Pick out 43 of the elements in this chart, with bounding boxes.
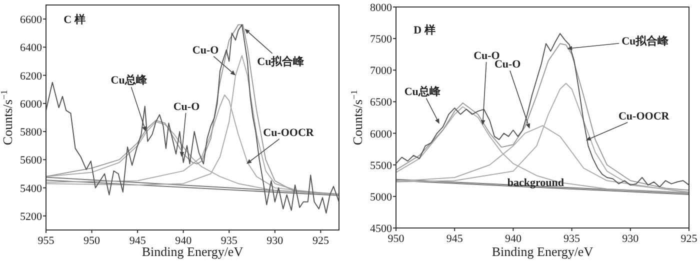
x-tick-label: 925 <box>312 235 330 247</box>
y-tick-label: 7500 <box>370 34 392 46</box>
y-tick-label: 6000 <box>20 98 42 110</box>
x-tick-label: 935 <box>220 235 238 247</box>
x-tick-label: 940 <box>175 235 192 247</box>
annotation: Cu总峰 <box>404 84 442 98</box>
y-tick-label: 6000 <box>370 128 392 140</box>
y-tick-label: 5400 <box>20 182 42 195</box>
annotation: Cu-O <box>494 58 522 71</box>
x-tick-label: 930 <box>266 235 284 247</box>
annotation: background <box>507 177 564 190</box>
x-axis-title: Binding Energy/eV <box>492 244 594 259</box>
x-tick-label: 955 <box>38 235 55 247</box>
annotation: Cu-OOCR <box>618 110 670 122</box>
annotation: Cu总峰 <box>110 74 148 87</box>
y-tick-label: 5200 <box>20 210 42 223</box>
annotation: Cu拟合峰 <box>622 34 670 48</box>
y-tick-label: 6600 <box>20 14 42 26</box>
x-tick-label: 950 <box>388 233 405 245</box>
y-tick-label: 6200 <box>20 70 42 82</box>
x-tick-label: 940 <box>504 233 522 245</box>
y-tick-label: 5500 <box>370 160 392 172</box>
y-tick-label: 6500 <box>370 96 392 109</box>
annotation: Cu拟合峰 <box>257 54 306 68</box>
x-tick-label: 925 <box>680 233 698 245</box>
annotation: D 样 <box>414 24 436 37</box>
y-tick-label: 7000 <box>370 65 392 78</box>
y-tick-label: 5000 <box>370 191 392 204</box>
y-tick-label: 5600 <box>20 154 42 167</box>
annotation: Cu-O <box>173 100 200 113</box>
x-tick-label: 945 <box>129 235 146 247</box>
x-tick-label: 930 <box>622 233 640 245</box>
x-tick-label: 950 <box>84 235 101 247</box>
y-tick-label: 8000 <box>370 2 392 14</box>
annotation: C 样 <box>64 13 86 26</box>
annotation: Cu-O <box>192 44 220 56</box>
annotation: Cu-OOCR <box>263 126 315 139</box>
x-tick-label: 935 <box>564 233 581 245</box>
x-axis-title: Binding Energy/eV <box>142 244 244 259</box>
y-tick-label: 4500 <box>370 223 392 235</box>
x-tick-label: 945 <box>446 233 464 245</box>
y-tick-label: 6400 <box>20 42 42 54</box>
y-tick-label: 5800 <box>20 126 42 139</box>
